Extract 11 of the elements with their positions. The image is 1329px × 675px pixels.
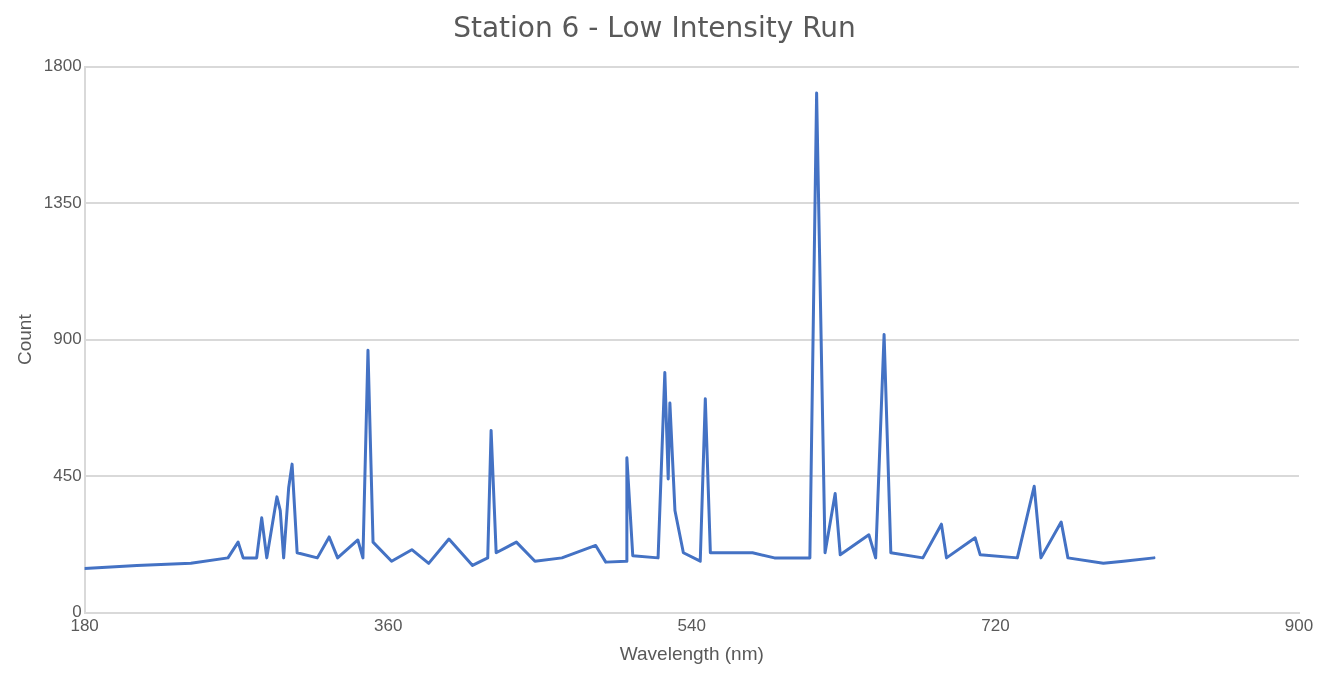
- x-tick-label: 720: [981, 615, 1010, 635]
- x-tick-label: 900: [1284, 615, 1314, 635]
- x-axis-title: Wavelength (nm): [619, 642, 764, 664]
- y-tick-label: 900: [53, 329, 82, 349]
- x-tick-label: 540: [677, 615, 706, 635]
- y-tick-label: 1800: [43, 56, 82, 76]
- y-tick-label: 450: [53, 465, 82, 485]
- y-tick-label: 1350: [43, 192, 82, 212]
- x-tick-label: 360: [374, 615, 403, 635]
- chart-title: Station 6 - Low Intensity Run: [453, 11, 856, 45]
- y-axis-title: Count: [13, 313, 35, 366]
